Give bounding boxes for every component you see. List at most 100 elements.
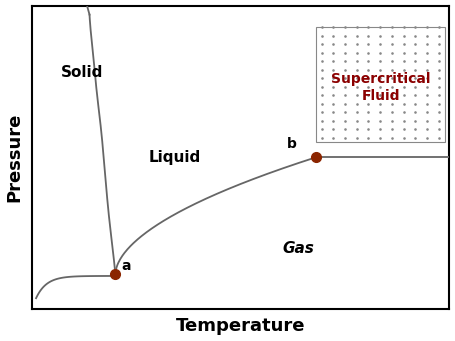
Point xyxy=(423,118,430,124)
Point xyxy=(365,93,372,98)
Point xyxy=(376,118,384,124)
Point xyxy=(423,33,430,39)
Point xyxy=(341,33,349,39)
Point xyxy=(341,42,349,47)
Point xyxy=(400,67,407,73)
Point xyxy=(400,59,407,64)
Point xyxy=(318,84,325,90)
Point xyxy=(330,67,337,73)
Text: a: a xyxy=(121,259,131,273)
Point xyxy=(400,84,407,90)
Point xyxy=(365,127,372,132)
Point xyxy=(388,110,395,115)
Point xyxy=(376,93,384,98)
Point xyxy=(318,135,325,140)
Point xyxy=(376,33,384,39)
Point xyxy=(330,33,337,39)
Point xyxy=(341,84,349,90)
Point xyxy=(341,127,349,132)
Point xyxy=(318,25,325,30)
Point xyxy=(435,127,442,132)
Point xyxy=(435,118,442,124)
Point xyxy=(353,93,360,98)
Point xyxy=(330,127,337,132)
Point xyxy=(341,101,349,107)
Point xyxy=(412,101,419,107)
Point xyxy=(376,42,384,47)
Point xyxy=(318,101,325,107)
Point xyxy=(365,25,372,30)
Point xyxy=(435,33,442,39)
Point xyxy=(330,59,337,64)
X-axis label: Temperature: Temperature xyxy=(176,317,305,336)
Point xyxy=(330,25,337,30)
Point xyxy=(353,135,360,140)
Point xyxy=(400,127,407,132)
Point xyxy=(412,84,419,90)
Point xyxy=(318,67,325,73)
Point xyxy=(388,42,395,47)
Point xyxy=(435,42,442,47)
Point xyxy=(318,110,325,115)
Point xyxy=(376,59,384,64)
Point xyxy=(341,76,349,81)
Point xyxy=(353,50,360,56)
Point xyxy=(365,118,372,124)
Point xyxy=(412,25,419,30)
Point xyxy=(376,101,384,107)
Point xyxy=(412,67,419,73)
Point xyxy=(353,59,360,64)
Point xyxy=(341,59,349,64)
Point xyxy=(423,84,430,90)
Point xyxy=(400,50,407,56)
Point xyxy=(423,110,430,115)
Point xyxy=(365,135,372,140)
Point xyxy=(412,42,419,47)
Point xyxy=(400,42,407,47)
Point xyxy=(330,101,337,107)
Point xyxy=(423,101,430,107)
Text: b: b xyxy=(287,137,297,151)
Point xyxy=(365,50,372,56)
Point xyxy=(388,127,395,132)
Point xyxy=(423,25,430,30)
Point xyxy=(412,50,419,56)
Point xyxy=(341,135,349,140)
Point xyxy=(353,101,360,107)
Point xyxy=(423,67,430,73)
Point xyxy=(412,76,419,81)
Point xyxy=(376,76,384,81)
Point xyxy=(400,135,407,140)
Point xyxy=(423,93,430,98)
Point xyxy=(330,93,337,98)
Text: Solid: Solid xyxy=(61,65,103,80)
Point xyxy=(435,59,442,64)
Point xyxy=(412,135,419,140)
Point xyxy=(376,135,384,140)
Point xyxy=(341,67,349,73)
Point xyxy=(412,59,419,64)
Point xyxy=(376,25,384,30)
Point xyxy=(353,33,360,39)
Point xyxy=(435,110,442,115)
Point xyxy=(400,118,407,124)
Y-axis label: Pressure: Pressure xyxy=(5,113,24,202)
Point xyxy=(423,50,430,56)
Point xyxy=(412,33,419,39)
Point xyxy=(330,42,337,47)
Point xyxy=(330,118,337,124)
Point xyxy=(388,76,395,81)
Point xyxy=(318,127,325,132)
Point xyxy=(376,84,384,90)
Point xyxy=(318,50,325,56)
Point xyxy=(423,42,430,47)
Point xyxy=(353,25,360,30)
Point xyxy=(388,84,395,90)
Point xyxy=(388,50,395,56)
Point xyxy=(365,67,372,73)
Text: Liquid: Liquid xyxy=(149,150,201,165)
Point xyxy=(353,127,360,132)
Point xyxy=(412,93,419,98)
Point xyxy=(365,110,372,115)
Point xyxy=(341,50,349,56)
